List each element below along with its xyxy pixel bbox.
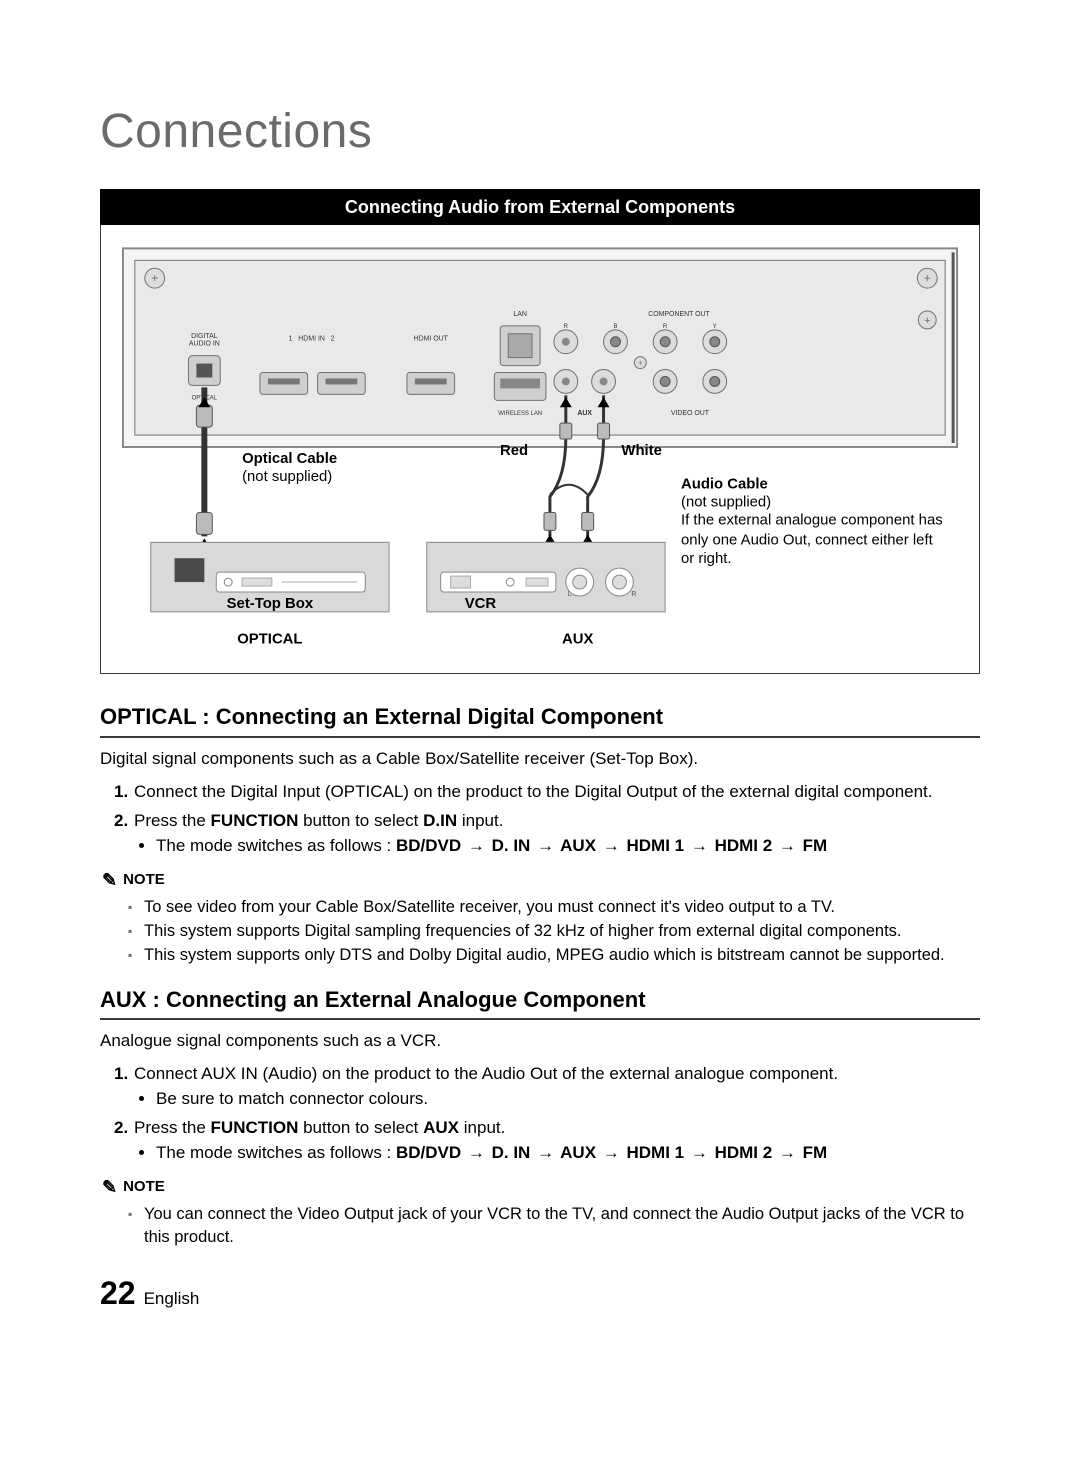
aux-big-label: AUX xyxy=(562,632,593,648)
optical-step-2: 2. Press the FUNCTION button to select D… xyxy=(114,810,980,858)
optical-step-2-text: Press the FUNCTION button to select D.IN… xyxy=(134,811,503,830)
svg-text:Y: Y xyxy=(713,324,717,330)
section-banner: Connecting Audio from External Component… xyxy=(100,189,980,225)
audio-cable-note: If the external analogue component has o… xyxy=(681,511,949,569)
svg-text:+: + xyxy=(924,271,931,285)
label-aux-port: AUX xyxy=(577,410,592,417)
audio-cable-label: Audio Cable xyxy=(681,477,768,493)
mode-seq-aux: BD/DVD → D. IN → AUX → HDMI 1 → HDMI 2 →… xyxy=(396,1143,827,1162)
aux-step-2-text: Press the FUNCTION button to select AUX … xyxy=(134,1118,505,1137)
svg-text:R: R xyxy=(631,591,636,598)
svg-text:L: L xyxy=(568,591,572,598)
svg-text:+: + xyxy=(924,315,930,327)
aux-steps: 1. Connect AUX IN (Audio) on the product… xyxy=(100,1063,980,1165)
optical-steps: 1. Connect the Digital Input (OPTICAL) o… xyxy=(100,781,980,858)
page-title: Connections xyxy=(100,100,980,165)
svg-text:R: R xyxy=(564,324,569,330)
audio-cable-sub: (not supplied) xyxy=(681,495,771,511)
white-label: White xyxy=(621,443,662,459)
svg-text:AUDIO IN: AUDIO IN xyxy=(189,341,220,348)
connection-diagram: + + + DIGITAL AUDIO IN OPTICAL 1 HDMI IN… xyxy=(100,225,980,674)
label-video-out: VIDEO OUT xyxy=(671,410,710,417)
optical-cable-label: Optical Cable xyxy=(242,451,337,467)
svg-text:+: + xyxy=(638,359,643,368)
note-label: NOTE xyxy=(123,870,165,890)
optical-step-1-text: Connect the Digital Input (OPTICAL) on t… xyxy=(134,782,933,801)
svg-text:R: R xyxy=(663,324,668,330)
optical-cable-sub: (not supplied) xyxy=(242,469,332,485)
page-language: English xyxy=(144,1288,200,1311)
red-label: Red xyxy=(500,443,528,459)
optical-mode-sequence: The mode switches as follows : BD/DVD → … xyxy=(156,835,980,858)
set-top-box-label: Set-Top Box xyxy=(227,596,314,612)
note-item: To see video from your Cable Box/Satelli… xyxy=(128,896,980,918)
svg-text:+: + xyxy=(151,271,158,285)
label-wireless-lan: WIRELESS LAN xyxy=(498,411,542,417)
note-icon: ✎ xyxy=(102,1175,117,1199)
optical-note-header: ✎ NOTE xyxy=(102,868,980,892)
page-footer: 22 English xyxy=(100,1272,980,1315)
aux-step-1: 1. Connect AUX IN (Audio) on the product… xyxy=(114,1063,980,1111)
diagram-svg: + + + DIGITAL AUDIO IN OPTICAL 1 HDMI IN… xyxy=(113,237,967,657)
aux-step-1-text: Connect AUX IN (Audio) on the product to… xyxy=(134,1064,838,1083)
aux-notes: You can connect the Video Output jack of… xyxy=(100,1203,980,1248)
label-lan: LAN xyxy=(513,311,527,318)
note-icon: ✎ xyxy=(102,868,117,892)
label-component-out: COMPONENT OUT xyxy=(648,311,710,318)
optical-big-label: OPTICAL xyxy=(237,632,302,648)
mode-seq-optical: BD/DVD → D. IN → AUX → HDMI 1 → HDMI 2 →… xyxy=(396,836,827,855)
aux-step-2: 2. Press the FUNCTION button to select A… xyxy=(114,1117,980,1165)
note-item: You can connect the Video Output jack of… xyxy=(128,1203,980,1248)
svg-text:1 HDMI IN 2: 1 HDMI IN 2 xyxy=(289,336,335,343)
aux-note-header: ✎ NOTE xyxy=(102,1175,980,1199)
aux-step-1-bullet: Be sure to match connector colours. xyxy=(156,1088,980,1111)
vcr-label: VCR xyxy=(465,596,497,612)
page-number: 22 xyxy=(100,1272,136,1315)
optical-step-1: 1. Connect the Digital Input (OPTICAL) o… xyxy=(114,781,980,804)
note-item: This system supports only DTS and Dolby … xyxy=(128,944,980,966)
aux-intro: Analogue signal components such as a VCR… xyxy=(100,1030,980,1053)
optical-intro: Digital signal components such as a Cabl… xyxy=(100,748,980,771)
label-hdmi-out: HDMI OUT xyxy=(414,336,449,343)
label-digital-audio-in: DIGITAL xyxy=(191,333,218,340)
aux-heading: AUX : Connecting an External Analogue Co… xyxy=(100,985,980,1021)
note-item: This system supports Digital sampling fr… xyxy=(128,920,980,942)
optical-notes: To see video from your Cable Box/Satelli… xyxy=(100,896,980,967)
optical-heading: OPTICAL : Connecting an External Digital… xyxy=(100,702,980,738)
note-label: NOTE xyxy=(123,1177,165,1197)
aux-mode-sequence: The mode switches as follows : BD/DVD → … xyxy=(156,1142,980,1165)
svg-text:B: B xyxy=(613,324,617,330)
